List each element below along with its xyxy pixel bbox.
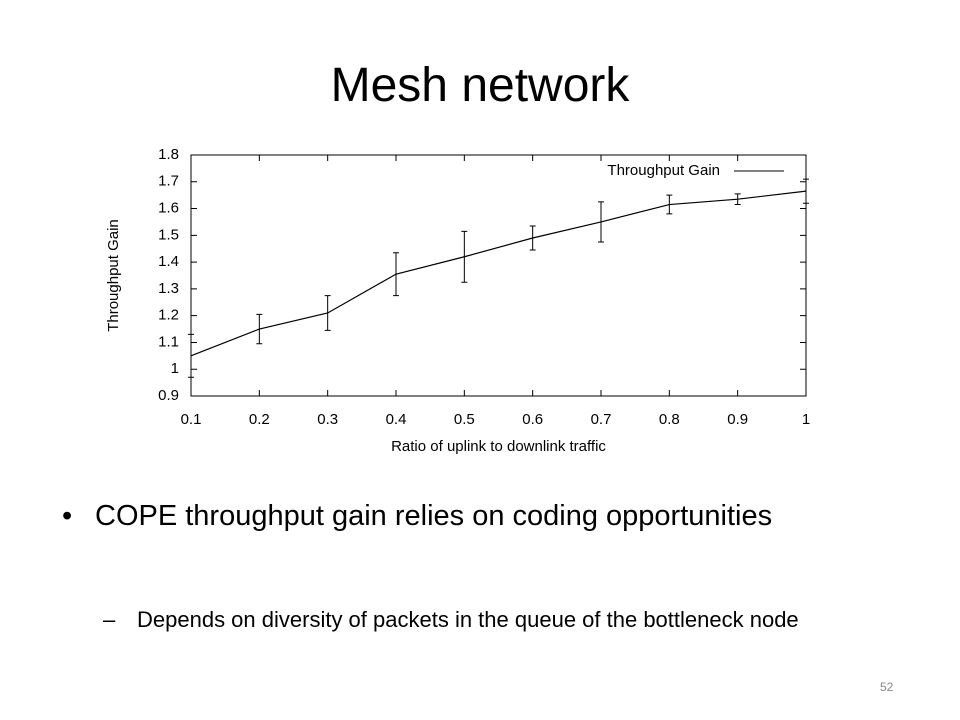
x-tick-label: 0.7 (591, 411, 612, 428)
legend-label: Throughput Gain (607, 162, 720, 179)
error-bar (461, 230, 468, 283)
x-tick-label: 0.6 (522, 411, 543, 428)
y-tick-label: 1.5 (158, 226, 179, 243)
error-bar (256, 313, 263, 345)
y-tick-label: 1.2 (158, 307, 179, 324)
slide-title: Mesh network (330, 59, 630, 112)
error-bar (393, 252, 399, 297)
y-tick-label: 1.3 (158, 280, 179, 297)
y-tick-label: 1.1 (158, 333, 179, 350)
x-axis-label: Ratio of uplink to downlink traffic (391, 438, 606, 455)
x-tick-label: 0.9 (727, 411, 748, 428)
error-bar (324, 295, 331, 331)
plot-frame (190, 154, 807, 397)
x-tick-label: 0.3 (317, 411, 338, 428)
error-bar (188, 333, 194, 378)
data-line (190, 190, 807, 357)
y-tick-label: 1 (171, 360, 179, 377)
x-tick-label: 1 (802, 411, 810, 428)
page-number: 52 (880, 680, 894, 694)
bullet-text: COPE throughput gain relies on coding op… (95, 500, 773, 532)
y-tick-label: 1.8 (158, 146, 179, 163)
error-bar (598, 201, 604, 243)
y-axis-label: Throughput Gain (105, 219, 122, 332)
x-tick-label: 0.5 (454, 411, 475, 428)
x-tick-label: 0.2 (249, 411, 270, 428)
error-bar (666, 194, 673, 215)
error-bar (803, 178, 809, 204)
x-tick-label: 0.8 (659, 411, 680, 428)
error-bar (529, 225, 536, 251)
y-tick-label: 1.7 (158, 173, 179, 190)
y-tick-label: 1.4 (158, 253, 179, 270)
x-tick-label: 0.4 (386, 411, 407, 428)
y-tick-label: 0.9 (158, 387, 179, 404)
y-tick-label: 1.6 (158, 200, 179, 217)
x-tick-label: 0.1 (181, 411, 202, 428)
error-bar (734, 193, 741, 206)
sub-bullet-text: Depends on diversity of packets in the q… (137, 607, 799, 632)
